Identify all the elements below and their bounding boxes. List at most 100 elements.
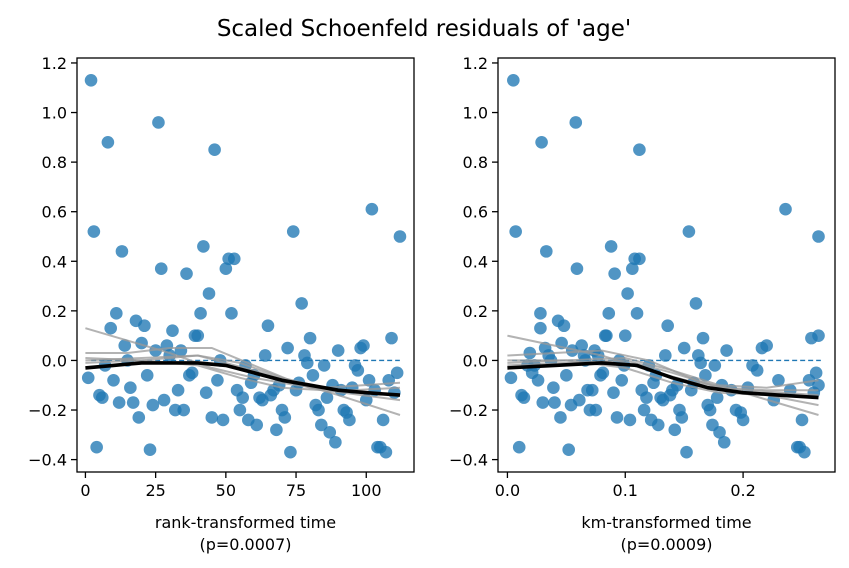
residual-point <box>236 391 249 404</box>
residual-point <box>199 386 213 399</box>
residual-point <box>320 391 334 404</box>
axes-frame <box>497 57 836 473</box>
y-tick-label: 0.4 <box>42 252 67 271</box>
left-panel: 0 25 50 75 100 −0.4 −0.2 0.0 0.2 0.4 0.6 0.8 1.0 1.2 r… <box>28 54 415 554</box>
residual-point <box>191 329 205 342</box>
residual-point <box>736 413 750 427</box>
residual-point <box>379 445 393 459</box>
residual-point <box>615 373 629 387</box>
y-tick-label: 0.2 <box>463 302 488 321</box>
residual-point <box>205 411 219 424</box>
lowess-trend-line <box>85 361 401 397</box>
y-tick-label: 1.2 <box>463 54 488 73</box>
residual-point <box>329 435 342 449</box>
residual-point <box>317 359 331 372</box>
residual-point <box>750 364 764 377</box>
residual-point <box>393 230 407 243</box>
x-tick-label: 0.2 <box>730 481 755 500</box>
residual-point <box>596 366 610 380</box>
y-tick-label: 1.2 <box>42 54 67 73</box>
x-tick-label: 25 <box>145 481 165 500</box>
residual-point <box>562 443 575 456</box>
y-tick-label: 0.4 <box>463 252 488 271</box>
residual-point <box>323 426 337 439</box>
residual-point <box>331 344 345 357</box>
residual-point <box>680 445 693 459</box>
residual-point <box>385 331 398 345</box>
residual-point <box>779 202 792 216</box>
residual-point <box>300 356 314 370</box>
residual-point <box>166 324 179 337</box>
residual-point <box>115 245 129 258</box>
residual-point <box>146 398 160 412</box>
residual-point <box>637 403 651 417</box>
y-tick-label: 0.8 <box>463 153 488 172</box>
residual-point <box>565 344 579 357</box>
y-tick-label: −0.2 <box>28 401 67 420</box>
residual-point <box>668 423 682 437</box>
residual-point <box>303 331 317 345</box>
x-tick-label: 50 <box>216 481 236 500</box>
residual-point <box>194 307 207 320</box>
residual-point <box>682 225 696 238</box>
residual-point <box>713 426 726 439</box>
x-axis-label: rank-transformed time <box>155 513 336 532</box>
residual-point <box>132 411 146 424</box>
residual-point <box>219 262 233 276</box>
y-tick-label: −0.4 <box>28 451 67 470</box>
bootstrap-trend-line <box>85 347 401 416</box>
residual-point <box>534 321 547 335</box>
residual-point <box>710 391 724 404</box>
residual-point <box>633 252 646 266</box>
residual-point <box>261 319 275 333</box>
residual-point <box>589 403 603 417</box>
residual-point <box>104 321 117 335</box>
residual-point <box>284 445 297 459</box>
residual-point <box>504 371 518 385</box>
residual-point <box>633 143 646 157</box>
residual-point <box>534 307 547 320</box>
residual-point <box>626 262 639 276</box>
residual-point <box>124 381 137 395</box>
residual-point <box>208 143 221 157</box>
residual-point <box>798 445 811 459</box>
y-tick-label: 1.0 <box>42 104 67 123</box>
residual-point <box>202 287 216 300</box>
x-axis-label: km-transformed time <box>581 513 751 532</box>
residual-point <box>110 307 123 320</box>
x-tick-label: 0.1 <box>613 481 638 500</box>
residual-point <box>343 413 356 427</box>
y-tick-label: −0.4 <box>449 451 488 470</box>
residual-point <box>569 116 583 129</box>
residual-point <box>630 307 644 320</box>
residual-point <box>152 116 165 129</box>
residual-point <box>708 359 722 372</box>
residual-point <box>211 373 224 387</box>
residual-point <box>177 403 191 417</box>
residual-point <box>112 396 126 409</box>
residual-point <box>185 366 199 380</box>
residual-point <box>87 225 101 238</box>
residual-point <box>618 329 632 342</box>
p-value-label: (p=0.0009) <box>620 535 712 554</box>
residual-point <box>809 366 823 380</box>
residual-point <box>607 386 620 399</box>
residual-point <box>651 418 665 432</box>
x-tick-label: 100 <box>351 481 382 500</box>
residual-point <box>699 369 712 382</box>
residual-point <box>703 403 717 417</box>
axes-frame <box>76 57 415 473</box>
bootstrap-trend-line <box>507 359 819 392</box>
y-tick-label: −0.2 <box>449 401 488 420</box>
residual-point <box>540 245 553 258</box>
residual-point <box>281 341 294 355</box>
p-value-label: (p=0.0007) <box>199 535 291 554</box>
residual-point <box>154 262 168 276</box>
residual-point <box>143 443 157 456</box>
residual-point <box>670 378 684 392</box>
residual-point <box>623 413 637 427</box>
residual-point <box>84 74 98 87</box>
residual-point <box>365 202 379 216</box>
y-tick-label: 0.0 <box>463 351 488 370</box>
residual-point <box>604 240 618 253</box>
